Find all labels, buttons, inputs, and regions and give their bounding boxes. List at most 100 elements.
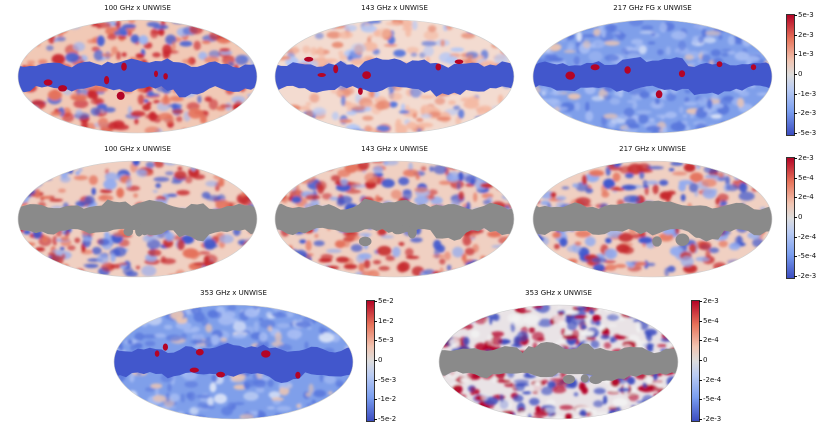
fluctuation-blob — [659, 326, 675, 332]
fluctuation-blob — [534, 20, 540, 29]
fluctuation-blob — [103, 179, 117, 190]
fluctuation-blob — [149, 406, 155, 415]
fluctuation-blob — [81, 120, 88, 131]
fluctuation-blob — [423, 45, 434, 57]
fluctuation-blob — [502, 237, 514, 243]
fluctuation-blob — [350, 43, 367, 54]
fluctuation-blob — [177, 305, 185, 312]
fluctuation-blob — [487, 230, 502, 238]
fluctuation-blob — [246, 37, 253, 42]
fluctuation-blob — [461, 32, 476, 39]
fluctuation-blob — [477, 119, 490, 124]
fluctuation-blob — [177, 166, 183, 171]
fluctuation-blob — [240, 195, 253, 207]
fluctuation-blob — [253, 321, 259, 332]
fluctuation-blob — [315, 269, 330, 276]
fluctuation-blob — [318, 332, 335, 343]
fluctuation-blob — [177, 239, 185, 251]
fluctuation-blob — [664, 267, 669, 277]
fluctuation-blob — [550, 192, 557, 198]
fluctuation-blob — [487, 334, 492, 345]
fluctuation-blob — [502, 253, 513, 259]
fluctuation-blob — [701, 54, 711, 62]
fluctuation-blob — [628, 20, 644, 27]
map-outline — [532, 160, 773, 278]
fluctuation-blob — [276, 405, 292, 412]
fluctuation-blob — [315, 270, 323, 276]
fluctuation-blob — [34, 268, 44, 274]
map-panel-8: 353 GHz x UNWISE — [436, 289, 681, 425]
mask-hole — [652, 236, 662, 247]
galactic-plane — [18, 58, 257, 98]
fluctuation-blob — [670, 330, 678, 340]
fluctuation-blob — [96, 253, 109, 264]
fluctuation-blob — [535, 184, 541, 194]
fluctuation-blob — [119, 313, 126, 318]
fluctuation-blob — [267, 379, 274, 388]
colorbar-tick-label: 5e-2 — [378, 297, 394, 305]
fluctuation-blob — [73, 41, 85, 52]
fluctuation-blob — [603, 94, 612, 101]
fluctuation-blob — [201, 40, 211, 44]
point-source — [216, 371, 225, 378]
fluctuation-blob — [219, 234, 234, 244]
fluctuation-blob — [99, 189, 113, 194]
fluctuation-blob — [18, 107, 24, 115]
fluctuation-blob — [318, 411, 332, 418]
fluctuation-blob — [512, 394, 524, 402]
fluctuation-blob — [279, 381, 293, 389]
map-outline — [113, 304, 354, 420]
fluctuation-blob — [97, 117, 109, 129]
fluctuation-blob — [439, 326, 444, 333]
fluctuation-blob — [448, 100, 456, 105]
fluctuation-blob — [746, 111, 752, 116]
fluctuation-blob — [630, 407, 639, 412]
fluctuation-blob — [83, 263, 99, 268]
fluctuation-blob — [295, 184, 300, 195]
fluctuation-blob — [646, 262, 656, 267]
point-source — [624, 66, 631, 74]
colorbar-tick-label: -2e-3 — [798, 272, 817, 280]
fluctuation-blob — [49, 161, 58, 166]
fluctuation-blob — [305, 392, 312, 397]
point-source — [154, 350, 160, 357]
fluctuation-blob — [380, 235, 394, 239]
fluctuation-blob — [504, 165, 511, 172]
fluctuation-blob — [658, 232, 674, 242]
fluctuation-blob — [660, 404, 667, 412]
point-source — [333, 64, 339, 74]
fluctuation-blob — [343, 404, 353, 409]
fluctuation-blob — [329, 399, 341, 405]
fluctuation-blob — [738, 182, 748, 193]
fluctuation-blob — [590, 409, 597, 416]
fluctuation-blob — [754, 260, 762, 264]
fluctuation-blob — [482, 30, 493, 34]
fluctuation-blob — [134, 332, 145, 341]
fluctuation-blob — [291, 167, 306, 178]
fluctuation-blob — [515, 383, 526, 392]
colorbar-tick-label: -5e-4 — [703, 395, 722, 404]
point-source — [43, 79, 53, 86]
fluctuation-blob — [59, 246, 65, 251]
fluctuation-blob — [143, 405, 150, 413]
fluctuation-blob — [647, 305, 653, 315]
mask-hole — [675, 233, 690, 246]
fluctuation-blob — [575, 230, 592, 238]
fluctuation-blob — [175, 269, 186, 277]
fluctuation-blob — [319, 20, 335, 29]
fluctuation-blob — [310, 46, 317, 56]
colorbar-3: 5e-2 1e-2 5e-3 0 -5e-3 -1e-2 -5e-2 — [366, 297, 410, 423]
fluctuation-blob — [727, 35, 736, 46]
fluctuation-blob — [196, 394, 211, 399]
fluctuation-blob — [398, 110, 410, 114]
fluctuation-blob — [35, 188, 40, 199]
fluctuation-blob — [710, 49, 721, 57]
fluctuation-blob — [385, 21, 402, 26]
fluctuation-blob — [56, 36, 66, 42]
fluctuation-blob — [566, 245, 577, 253]
fluctuation-blob — [667, 265, 676, 273]
fluctuation-blob — [130, 343, 136, 352]
colorbar-tick-mark — [374, 399, 377, 401]
fluctuation-blob — [113, 246, 127, 257]
fluctuation-blob — [709, 275, 715, 277]
